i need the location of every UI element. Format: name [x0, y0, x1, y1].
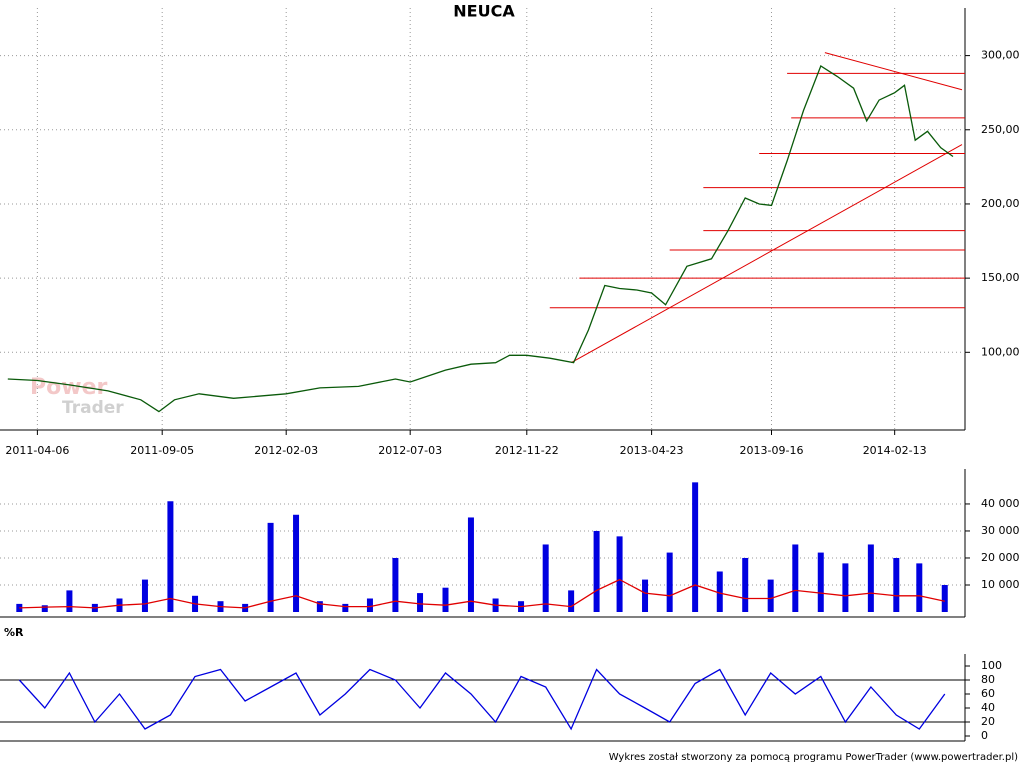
volume-bar [792, 544, 799, 612]
price-line [7, 65, 954, 413]
volume-bar [342, 603, 349, 612]
volume-bar [141, 579, 148, 612]
volume-bar [767, 579, 774, 612]
y-tick-label: 60 [981, 687, 995, 700]
volume-bar [267, 522, 274, 612]
volume-bar [467, 517, 474, 612]
x-tick-label: 2012-11-22 [495, 444, 559, 457]
volume-bar [867, 544, 874, 612]
volume-bar [616, 536, 623, 612]
volume-bar [542, 544, 549, 612]
y-tick-label: 250,00 [981, 123, 1020, 136]
y-tick-label: 20 000 [981, 551, 1020, 564]
volume-bar [316, 601, 323, 612]
volume-bar [293, 514, 300, 612]
average-line [19, 578, 945, 609]
x-tick-label: 2012-07-03 [378, 444, 442, 457]
volume-bar [916, 563, 923, 612]
watermark: Power [30, 375, 107, 400]
panel-title: %R [4, 626, 24, 639]
y-tick-label: 10 000 [981, 578, 1020, 591]
volume-bar [568, 590, 575, 612]
volume-bar [666, 552, 673, 612]
volume-bar [366, 598, 373, 612]
chart-title: NEUCA [453, 2, 515, 21]
y-tick-label: 40 [981, 701, 995, 714]
volume-bar [692, 482, 699, 612]
x-tick-label: 2011-09-05 [130, 444, 194, 457]
volume-bar [417, 593, 424, 612]
volume-bar [842, 563, 849, 612]
volume-bar [716, 571, 723, 612]
footer: Wykres został stworzony za pomocą progra… [609, 752, 1018, 763]
volume-bar [817, 552, 824, 612]
trend-line [570, 144, 963, 364]
y-tick-label: 40 000 [981, 497, 1020, 510]
x-tick-label: 2013-09-16 [740, 444, 804, 457]
x-tick-label: 2011-04-06 [5, 444, 69, 457]
watermark: Trader [62, 398, 124, 418]
volume-bar [941, 584, 948, 612]
x-tick-label: 2013-04-23 [620, 444, 684, 457]
y-tick-label: 100,00 [981, 345, 1020, 358]
y-tick-label: 200,00 [981, 197, 1020, 210]
y-tick-label: 80 [981, 673, 995, 686]
volume-bar [167, 501, 174, 612]
volume-bar [41, 605, 48, 612]
volume-bar [893, 557, 900, 612]
volume-bar [442, 587, 449, 612]
x-tick-label: 2012-02-03 [254, 444, 318, 457]
y-tick-label: 300,00 [981, 49, 1020, 62]
volume-bar [392, 557, 399, 612]
y-tick-label: 0 [981, 729, 988, 742]
y-tick-label: 20 [981, 715, 995, 728]
y-tick-label: 100 [981, 659, 1002, 672]
trend-line [824, 52, 963, 91]
price-line [18, 668, 946, 731]
y-tick-label: 30 000 [981, 524, 1020, 537]
y-tick-label: 150,00 [981, 271, 1020, 284]
volume-bar [742, 557, 749, 612]
x-tick-label: 2014-02-13 [863, 444, 927, 457]
volume-bar [593, 530, 600, 612]
volume-bar [642, 579, 649, 612]
volume-bar [66, 590, 73, 612]
